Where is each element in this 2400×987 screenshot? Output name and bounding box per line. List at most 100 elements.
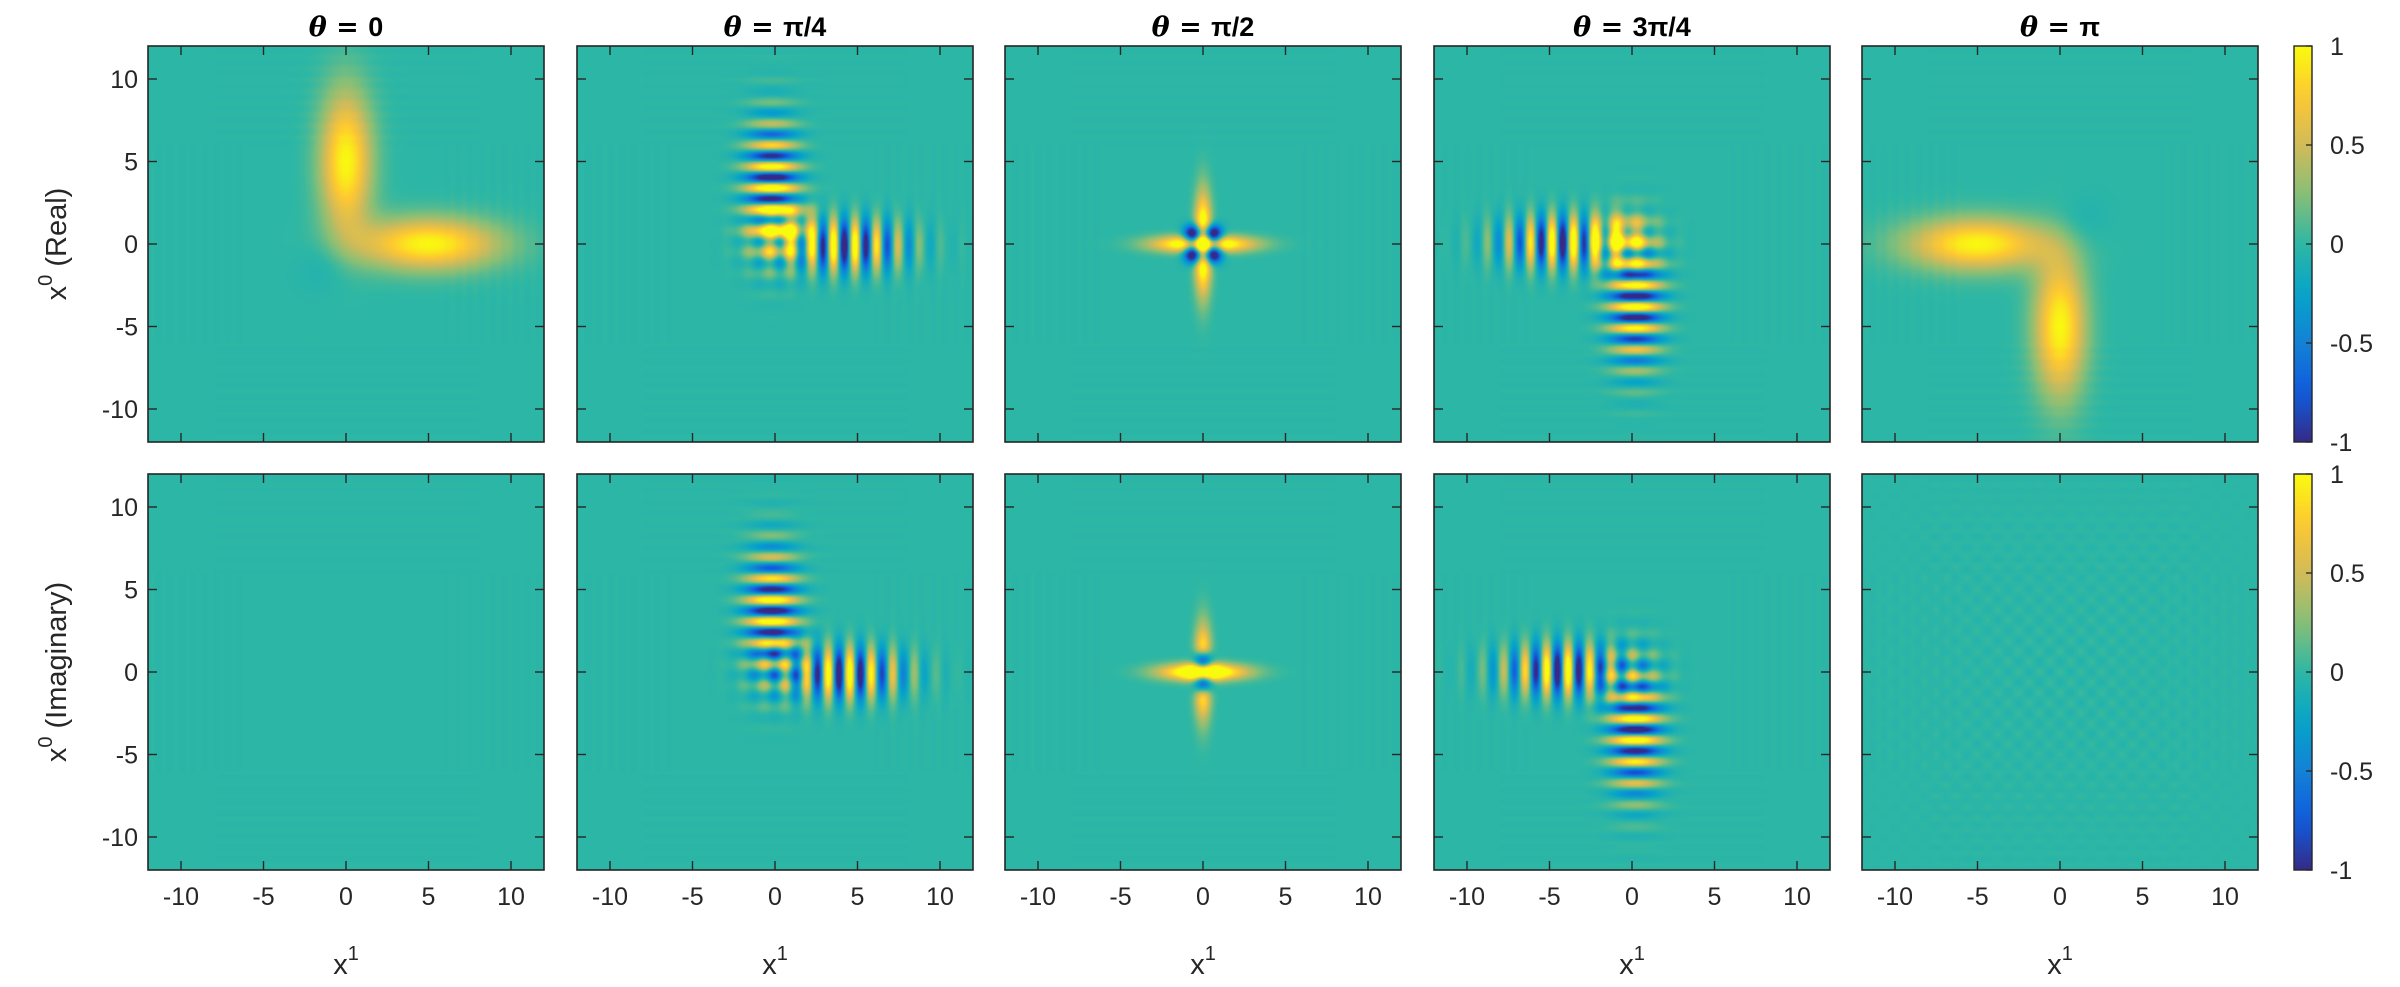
row-label-base: x	[41, 285, 73, 300]
column-title-prefix: θ =	[724, 12, 783, 43]
x-tick-label: 10	[926, 883, 954, 911]
heatmap-image	[1005, 474, 1401, 870]
column-title-prefix: θ =	[1573, 12, 1632, 43]
x-tick-label: -10	[1877, 883, 1913, 911]
x-axis-label-sup: 1	[777, 943, 788, 965]
column-title-4: θ = 3π/4	[1573, 12, 1691, 43]
column-title-value: 0	[368, 12, 383, 42]
heatmap-image	[148, 46, 544, 442]
panel-real-2	[576, 45, 974, 443]
y-tick-label: 10	[110, 494, 138, 522]
column-title-prefix: θ =	[1152, 12, 1211, 43]
column-title-prefix: θ =	[309, 12, 368, 43]
colorbar-tick-label: -0.5	[2330, 330, 2373, 358]
x-tick-label: 10	[1354, 883, 1382, 911]
x-tick-label: 5	[2136, 883, 2150, 911]
x-axis-label-base: x	[333, 949, 348, 981]
panel-imaginary-1: -10 -5 0 5 10 10 5 0 -5 -10	[102, 473, 545, 911]
x-tick-label: 10	[497, 883, 525, 911]
x-axis-label-sup: 1	[1634, 943, 1645, 965]
x-tick-label: 0	[339, 883, 353, 911]
x-tick-label: -5	[1538, 883, 1560, 911]
x-axis-label-sup: 1	[348, 943, 359, 965]
heatmap-image	[1434, 46, 1830, 442]
x-tick-label: 0	[2053, 883, 2067, 911]
x-tick-label: 5	[851, 883, 865, 911]
column-title-value: 3π/4	[1633, 12, 1691, 42]
x-axis-label-base: x	[762, 949, 777, 981]
x-tick-label: -10	[1449, 883, 1485, 911]
x-tick-label: 5	[422, 883, 436, 911]
column-title-5: θ = π	[2020, 12, 2100, 43]
heatmap-image	[1005, 46, 1401, 442]
x-axis-label-base: x	[1190, 949, 1205, 981]
x-tick-label: 0	[1196, 883, 1210, 911]
heatmap-image	[1862, 46, 2258, 442]
x-tick-label: -5	[1966, 883, 1988, 911]
panel-imaginary-4: -10 -5 0 5 10	[1433, 473, 1831, 911]
colorbar-tick-label: -1	[2330, 857, 2352, 885]
panel-real-3	[1004, 45, 1402, 443]
y-tick-label: 10	[110, 66, 138, 94]
x-axis-label-base: x	[1619, 949, 1634, 981]
panel-real-1: 10 5 0 -5 -10	[102, 45, 545, 443]
x-axis-label-4: x1	[1619, 943, 1645, 981]
row-labels: x0 (Real)x0 (Imaginary)	[35, 188, 73, 762]
panel-real-4	[1433, 45, 1831, 443]
heatmap-image	[577, 474, 973, 870]
column-title-2: θ = π/4	[724, 12, 827, 43]
x-tick-label: 10	[1783, 883, 1811, 911]
x-tick-label: 0	[768, 883, 782, 911]
x-tick-label: -10	[1020, 883, 1056, 911]
x-axis-label-3: x1	[1190, 943, 1216, 981]
colorbar-tick-label: 1	[2330, 461, 2344, 489]
row-label-real: x0 (Real)	[35, 188, 73, 301]
x-axis-label-sup: 1	[2062, 943, 2073, 965]
x-axis-label-base: x	[2047, 949, 2062, 981]
y-tick-label: 0	[124, 231, 138, 259]
colorbar-imaginary: 1 0.5 0 -0.5 -1	[2293, 461, 2373, 885]
panel-imaginary-2: -10 -5 0 5 10	[576, 473, 974, 911]
heatmap-image	[577, 46, 973, 442]
x-tick-label: -10	[592, 883, 628, 911]
colorbar-tick-label: -1	[2330, 429, 2352, 457]
row-label-imaginary: x0 (Imaginary)	[35, 582, 73, 762]
row-label-suffix: (Real)	[41, 188, 73, 275]
colorbar-tick-label: 1	[2330, 33, 2344, 61]
heatmap-image	[1862, 474, 2258, 870]
x-tick-label: 0	[1625, 883, 1639, 911]
x-axis-label-sup: 1	[1205, 943, 1216, 965]
row-label-base: x	[41, 747, 73, 762]
row-label-sup: 0	[35, 275, 57, 286]
x-tick-label: -5	[1109, 883, 1131, 911]
row-label-suffix: (Imaginary)	[41, 582, 73, 737]
y-tick-label: -10	[102, 824, 138, 852]
colorbar-tick-label: 0.5	[2330, 132, 2365, 160]
colorbar-tick-label: 0	[2330, 659, 2344, 687]
column-title-value: π/4	[783, 12, 826, 42]
column-title-value: π/2	[1211, 12, 1254, 42]
panel-real-5	[1861, 45, 2259, 443]
x-axis-label-2: x1	[762, 943, 788, 981]
x-tick-label: 5	[1708, 883, 1722, 911]
x-tick-label: 10	[2211, 883, 2239, 911]
panel-imaginary-5: -10 -5 0 5 10	[1861, 473, 2259, 911]
colorbar-tick-label: -0.5	[2330, 758, 2373, 786]
y-tick-label: -10	[102, 396, 138, 424]
y-tick-label: -5	[116, 742, 138, 770]
column-title-1: θ = 0	[309, 12, 383, 43]
heatmap-image	[1434, 474, 1830, 870]
y-tick-label: -5	[116, 314, 138, 342]
x-axis-label-1: x1	[333, 943, 359, 981]
column-title-3: θ = π/2	[1152, 12, 1255, 43]
x-tick-label: -5	[252, 883, 274, 911]
colorbar-tick-label: 0.5	[2330, 560, 2365, 588]
y-tick-label: 5	[124, 577, 138, 605]
column-title-value: π	[2079, 12, 2100, 42]
y-tick-label: 5	[124, 149, 138, 177]
colorbar-tick-label: 0	[2330, 231, 2344, 259]
x-axis-labels: x1 x1 x1 x1 x1	[333, 943, 2073, 981]
